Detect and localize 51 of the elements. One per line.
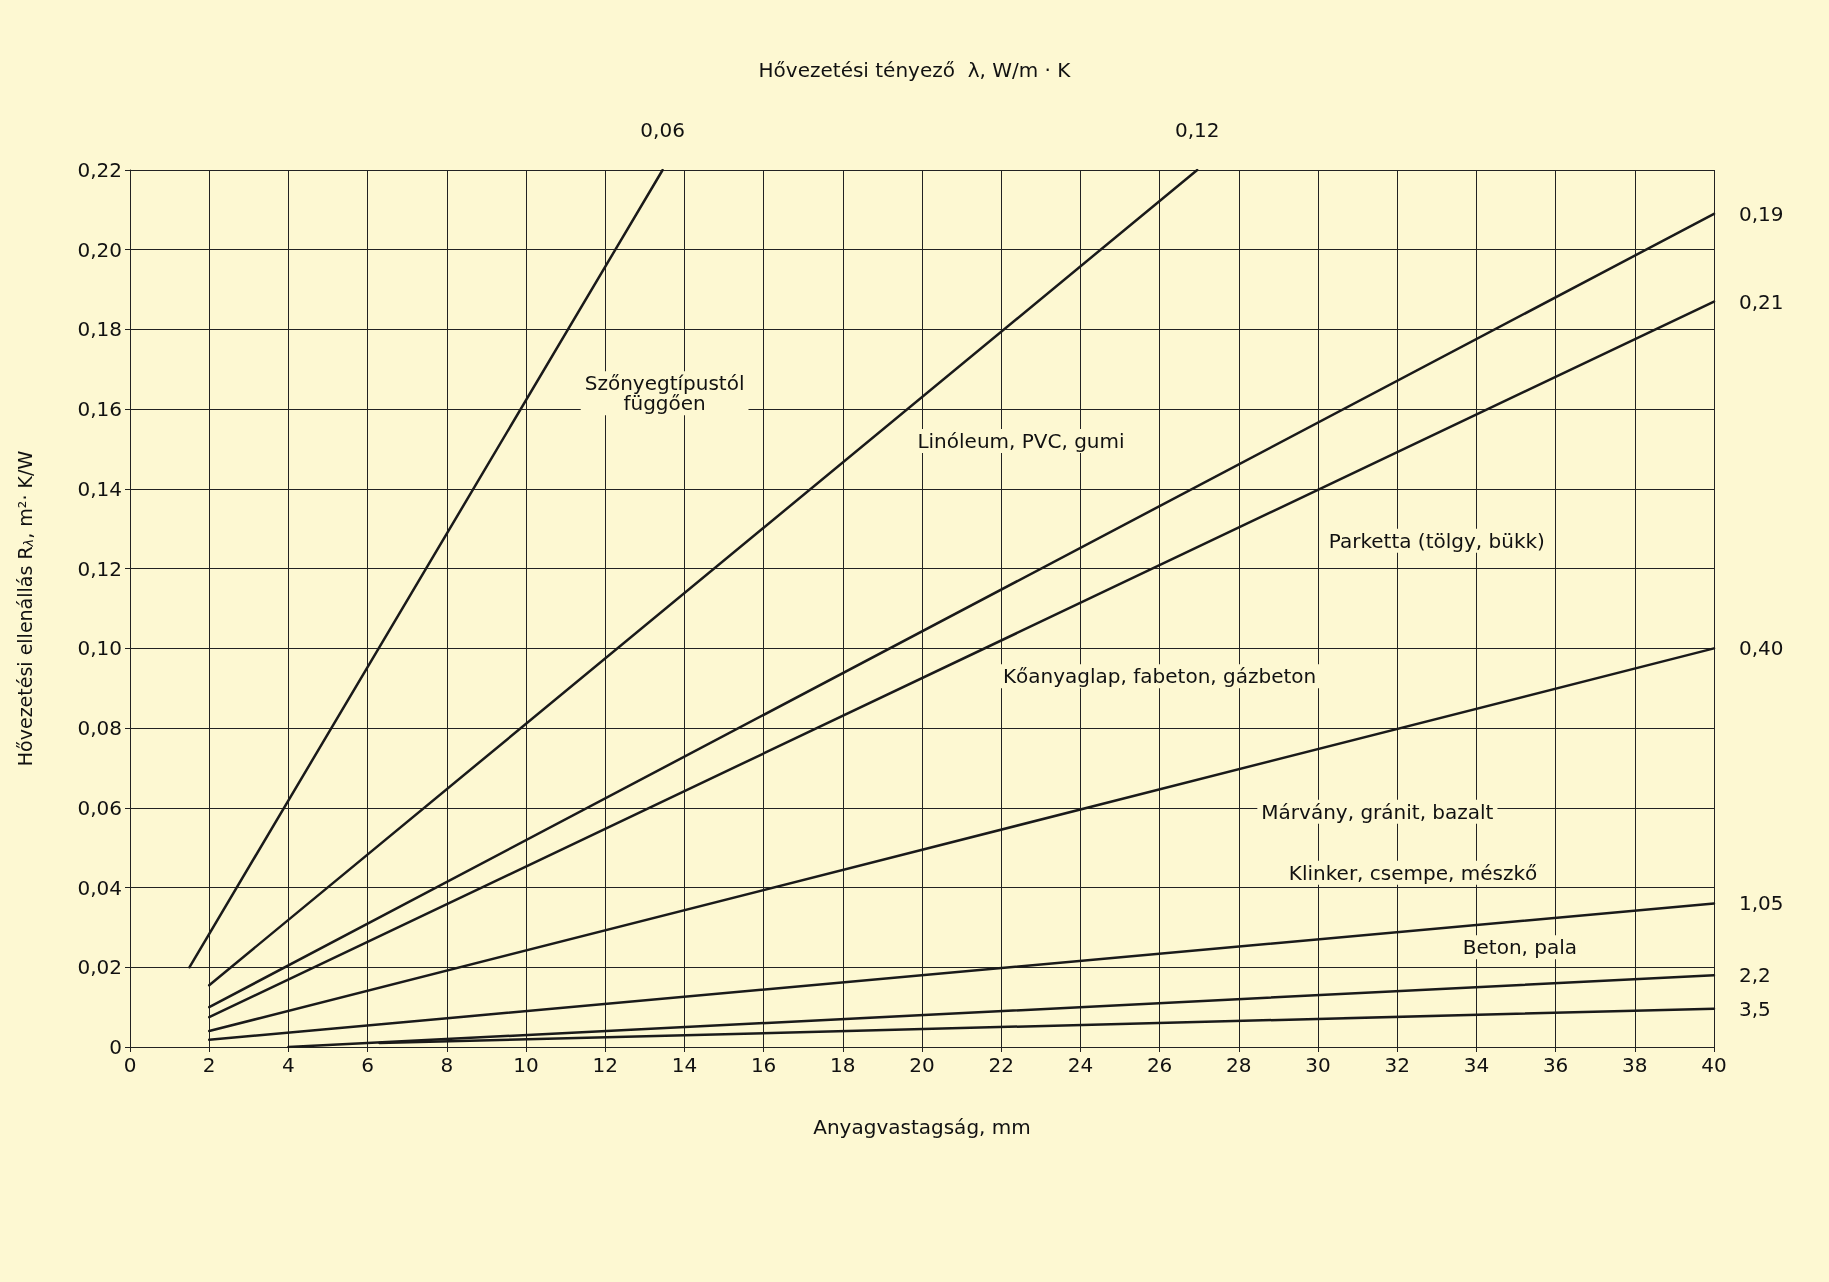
y-tick-label: 0,20	[77, 237, 122, 262]
series-label: 0,21	[1739, 289, 1784, 314]
y-tick-label: 0,04	[77, 875, 122, 900]
x-tick-label: 36	[1542, 1053, 1569, 1077]
series-label: 0,12	[1174, 118, 1220, 142]
series-label: 2,2	[1739, 963, 1771, 988]
annotation: Kőanyaglap, fabeton, gázbeton	[1002, 664, 1317, 689]
series-label: 3,5	[1739, 996, 1771, 1021]
series-label: 0,19	[1739, 201, 1784, 226]
annotation: Márvány, gránit, bazalt	[1261, 799, 1494, 824]
x-tick-label: 8	[440, 1053, 454, 1077]
annotation: Szőnyegtípustól függően	[584, 371, 745, 416]
x-tick-label: 10	[513, 1053, 539, 1077]
y-tick-label: 0,10	[77, 636, 122, 661]
y-tick-label: 0,14	[77, 476, 122, 501]
y-tick-label: 0,02	[77, 955, 122, 980]
annotation: Beton, pala	[1462, 935, 1578, 960]
x-tick-label: 26	[1146, 1053, 1173, 1077]
x-tick-label: 2	[202, 1053, 216, 1077]
x-tick-label: 16	[750, 1053, 777, 1077]
y-tick-label: 0,06	[77, 795, 122, 820]
annotation: Parketta (tölgy, bükk)	[1328, 528, 1545, 553]
series-label: 1,05	[1739, 891, 1784, 916]
x-tick-label: 32	[1384, 1053, 1410, 1077]
x-tick-label: 4	[282, 1053, 295, 1077]
series-label: 0,06	[640, 118, 685, 142]
annotation: Linóleum, PVC, gumi	[917, 429, 1125, 454]
x-tick-label: 30	[1305, 1053, 1331, 1077]
x-tick-label: 0	[123, 1053, 137, 1077]
y-tick-label: 0,18	[77, 317, 122, 342]
x-tick-label: 6	[361, 1053, 374, 1077]
x-tick-label: 38	[1622, 1053, 1648, 1077]
y-axis-title: Hővezetési ellenállás Rλ, m²· K/W	[13, 450, 36, 767]
x-tick-label: 28	[1226, 1053, 1252, 1077]
chart-title: Hővezetési tényező λ, W/m · K	[758, 58, 1072, 82]
y-tick-label: 0,16	[77, 397, 122, 422]
annotation: Klinker, csempe, mészkő	[1288, 860, 1538, 885]
x-tick-label: 18	[830, 1053, 856, 1077]
x-tick-label: 22	[988, 1053, 1014, 1077]
x-tick-label: 40	[1701, 1053, 1727, 1077]
x-tick-label: 12	[592, 1053, 618, 1077]
x-tick-label: 34	[1463, 1053, 1490, 1077]
x-tick-label: 20	[909, 1053, 935, 1077]
y-tick-label: 0	[109, 1035, 122, 1059]
series-label: 0,40	[1739, 636, 1784, 661]
y-tick-label: 0,08	[77, 716, 122, 741]
y-tick-label: 0,22	[77, 158, 122, 182]
y-tick-label: 0,12	[77, 556, 122, 581]
x-tick-label: 24	[1067, 1053, 1094, 1077]
x-axis-title: Anyagvastagság, mm	[813, 1115, 1031, 1139]
x-tick-label: 14	[671, 1053, 698, 1077]
